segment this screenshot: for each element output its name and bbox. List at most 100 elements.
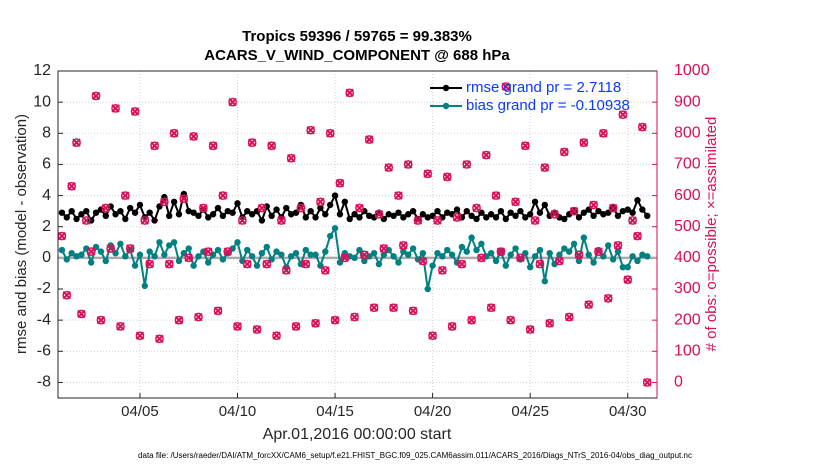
y2-tick-label: 800: [674, 125, 701, 142]
data-point: [375, 260, 383, 268]
data-point: [555, 256, 564, 266]
y-tick-label: 12: [33, 62, 51, 79]
data-point: [155, 334, 164, 344]
data-point: [96, 315, 106, 325]
y-tick-label: -6: [37, 343, 51, 360]
data-point: [614, 248, 622, 255]
data-point: [390, 253, 397, 260]
data-point: [83, 207, 90, 215]
data-point: [486, 303, 496, 312]
data-point: [419, 249, 427, 257]
data-point: [72, 138, 81, 147]
data-point: [580, 209, 588, 216]
data-point: [268, 212, 275, 220]
data-point: [184, 253, 193, 263]
data-point: [600, 211, 607, 218]
data-point: [428, 331, 437, 341]
data-point: [166, 242, 173, 249]
data-point: [638, 122, 647, 132]
data-point: [526, 264, 534, 271]
data-point: [262, 259, 272, 269]
data-point: [478, 240, 485, 248]
data-point: [570, 240, 578, 248]
data-point: [404, 160, 413, 169]
data-point: [174, 315, 184, 325]
data-point: [317, 204, 324, 212]
data-point: [457, 259, 467, 269]
data-point: [116, 322, 125, 331]
data-point: [575, 214, 583, 221]
data-point: [102, 212, 110, 220]
data-point: [589, 200, 598, 210]
data-point: [58, 209, 66, 216]
data-point: [613, 241, 623, 250]
data-point: [555, 256, 564, 266]
data-point: [136, 201, 144, 209]
data-point: [151, 217, 158, 224]
data-point: [170, 198, 178, 205]
data-point: [175, 257, 183, 265]
data-point: [428, 331, 437, 340]
data-point: [185, 245, 192, 252]
data-point: [516, 253, 525, 263]
data-point: [525, 325, 535, 334]
data-point: [126, 204, 134, 212]
data-point: [316, 197, 325, 207]
data-point: [233, 322, 242, 331]
data-point: [106, 244, 116, 253]
data-point: [125, 244, 135, 253]
y-tick-label: 2: [42, 218, 51, 235]
data-point: [472, 203, 481, 213]
data-point: [366, 212, 373, 220]
data-point: [244, 207, 251, 215]
data-point: [535, 259, 545, 269]
data-point: [512, 245, 519, 252]
data-point: [130, 107, 140, 116]
data-point: [150, 141, 159, 151]
data-point: [258, 217, 266, 224]
data-point: [506, 315, 516, 325]
data-point: [155, 334, 164, 344]
y2-tick-label: 600: [674, 187, 701, 204]
data-point: [234, 239, 241, 246]
data-point: [487, 249, 495, 257]
data-point: [278, 251, 285, 258]
data-point: [408, 306, 418, 316]
data-point: [311, 318, 320, 328]
data-point: [438, 265, 447, 275]
data-point: [287, 253, 295, 260]
data-point: [384, 163, 393, 172]
x-tick-label: 04/10: [219, 403, 257, 420]
data-point: [86, 247, 96, 256]
data-point: [253, 262, 261, 269]
data-point: [106, 244, 115, 253]
data-point: [540, 163, 550, 172]
data-point: [395, 209, 402, 216]
data-point: [521, 141, 530, 150]
plot-frame: [57, 70, 658, 399]
data-point: [434, 249, 441, 257]
data-point: [379, 244, 389, 253]
data-point: [73, 215, 80, 223]
data-point: [496, 247, 506, 256]
data-point: [72, 138, 81, 147]
data-point: [618, 110, 628, 119]
data-point: [355, 203, 364, 213]
data-point: [574, 250, 584, 260]
data-point: [97, 248, 105, 255]
data-point: [439, 253, 446, 260]
data-point: [517, 207, 524, 215]
data-point: [146, 209, 153, 216]
data-point: [604, 294, 613, 303]
data-point: [361, 257, 368, 265]
data-point: [400, 248, 407, 255]
data-point: [131, 262, 139, 269]
data-point: [185, 207, 192, 215]
data-point: [561, 215, 568, 223]
data-point: [122, 215, 129, 223]
data-point: [477, 253, 486, 263]
data-point: [351, 254, 358, 262]
data-point: [634, 197, 641, 204]
data-point: [605, 242, 612, 249]
data-point: [286, 153, 296, 163]
